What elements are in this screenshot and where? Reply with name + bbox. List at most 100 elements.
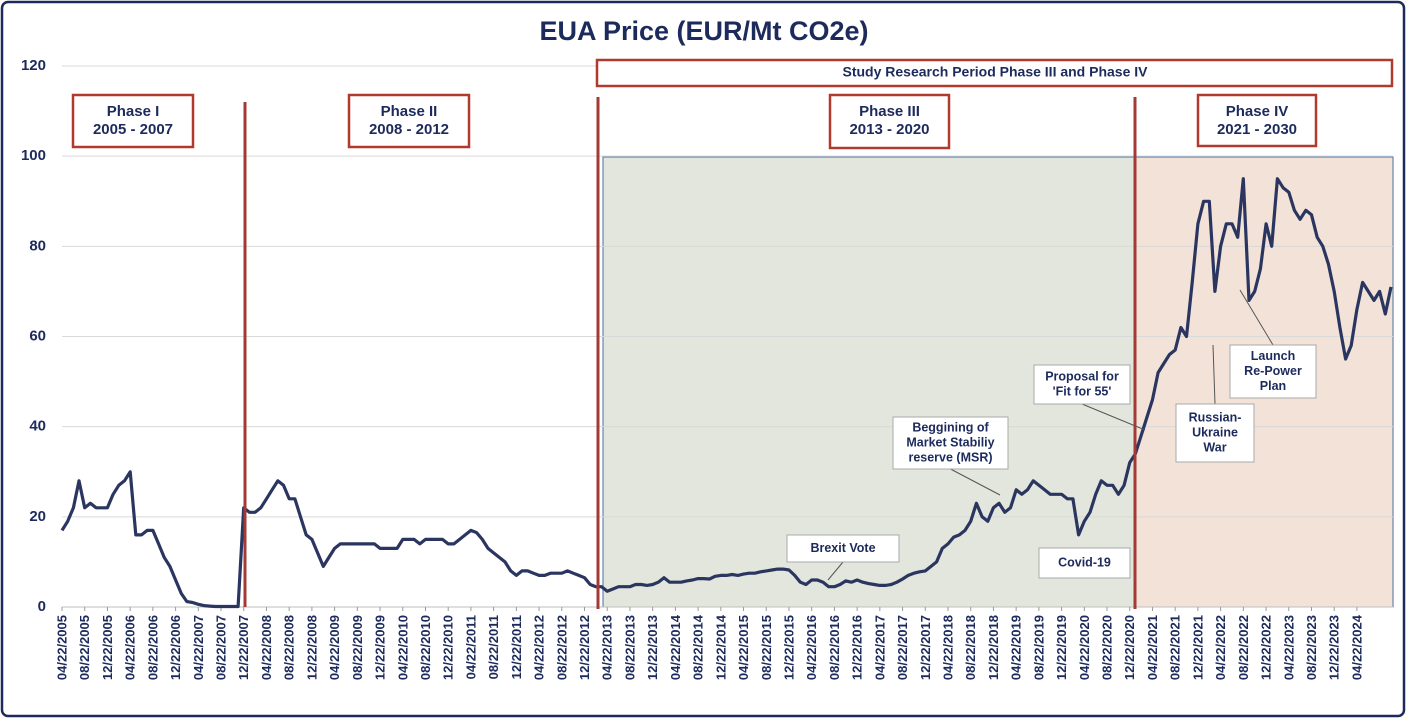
y-tick-label: 40: [29, 418, 46, 435]
x-tick-label: 04/22/2022: [1213, 615, 1228, 680]
annotation-text: Market Stabiliy: [906, 435, 994, 449]
annotation-text: reserve (MSR): [908, 450, 992, 464]
x-tick-label: 04/22/2017: [872, 615, 887, 680]
x-tick-label: 08/22/2020: [1100, 615, 1115, 680]
annotation-text: Ukraine: [1192, 425, 1238, 439]
x-tick-label: 08/22/2022: [1236, 615, 1251, 680]
annotation-pointer: [1212, 344, 1216, 405]
x-tick-label: 12/22/2005: [100, 615, 115, 680]
x-tick-label: 12/22/2016: [850, 615, 865, 680]
x-tick-label: 12/22/2011: [509, 615, 524, 679]
phase-name: Phase I: [107, 103, 160, 120]
x-tick-label: 12/22/2021: [1190, 615, 1205, 680]
period-box: [595, 58, 1394, 88]
x-tick-label: 08/22/2008: [282, 615, 297, 680]
annotation-text: War: [1203, 440, 1226, 454]
x-tick-label: 08/22/2012: [554, 615, 569, 680]
y-tick-label: 60: [29, 327, 46, 344]
x-tick-label: 08/22/2013: [622, 615, 637, 680]
x-tick-label: 12/22/2012: [577, 615, 592, 680]
x-tick-label: 12/22/2013: [645, 615, 660, 680]
phase-box: [828, 93, 951, 150]
annotation-pointer: [827, 561, 844, 581]
x-tick-label: 04/22/2011: [463, 615, 478, 679]
annotation-text: Brexit Vote: [810, 541, 875, 555]
x-tick-label: 04/22/2009: [327, 615, 342, 680]
x-tick-label: 04/22/2005: [55, 615, 70, 680]
y-tick-label: 120: [21, 57, 46, 74]
y-tick-label: 100: [21, 147, 46, 164]
annotation-pointer: [1081, 403, 1146, 431]
x-tick-label: 04/22/2023: [1281, 615, 1296, 680]
phase-box: [1196, 93, 1318, 148]
x-tick-label: 12/22/2009: [373, 615, 388, 680]
annotation-box: [1175, 403, 1255, 463]
x-tick-label: 12/22/2014: [713, 614, 728, 680]
annotation-box: [1038, 547, 1131, 579]
annotation-pointer: [950, 468, 1001, 496]
x-tick-label: 04/22/2006: [123, 615, 138, 680]
x-tick-label: 08/22/2016: [827, 615, 842, 680]
period-label: Study Research Period Phase III and Phas…: [842, 64, 1148, 80]
x-tick-label: 12/22/2023: [1327, 615, 1342, 680]
x-tick-label: 04/22/2018: [941, 615, 956, 680]
phase-years: 2021 - 2030: [1217, 121, 1297, 138]
annotation-text: Beggining of: [912, 420, 989, 434]
annotation-pointer: [1239, 289, 1274, 346]
x-tick-label: 04/22/2007: [191, 615, 206, 680]
x-tick-label: 04/22/2014: [668, 614, 683, 680]
x-tick-label: 12/22/2017: [918, 615, 933, 680]
y-tick-label: 20: [29, 508, 46, 525]
x-tick-label: 04/22/2012: [532, 615, 547, 680]
annotation-text: Proposal for: [1045, 369, 1119, 383]
phase-name: Phase II: [381, 103, 438, 120]
price-line: [60, 177, 1393, 609]
x-tick-label: 08/22/2019: [1031, 615, 1046, 680]
x-tick-label: 04/22/2019: [1009, 615, 1024, 680]
annotation-text: Re-Power: [1244, 364, 1302, 378]
x-tick-label: 08/22/2011: [486, 615, 501, 679]
chart-title: EUA Price (EUR/Mt CO2e): [539, 16, 868, 46]
phase-years: 2013 - 2020: [849, 121, 929, 138]
annotation-text: 'Fit for 55': [1053, 384, 1112, 398]
annotation-box: [786, 534, 900, 563]
annotation-text: Russian-: [1189, 410, 1242, 424]
x-tick-label: 08/22/2006: [145, 615, 160, 680]
y-tick-label: 80: [29, 237, 46, 254]
phase-name: Phase III: [859, 103, 920, 120]
annotation-box: [1229, 344, 1317, 399]
x-tick-label: 04/22/2016: [804, 615, 819, 680]
x-tick-label: 04/22/2020: [1077, 615, 1092, 680]
x-tick-label: 08/22/2010: [418, 615, 433, 680]
phase-box: [347, 93, 471, 149]
x-tick-label: 04/22/2021: [1145, 615, 1160, 680]
x-tick-label: 08/22/2015: [759, 615, 774, 680]
annotation-text: Covid-19: [1058, 555, 1111, 569]
x-tick-label: 08/22/2023: [1304, 615, 1319, 680]
x-tick-label: 08/22/2009: [350, 615, 365, 680]
x-tick-label: 04/22/2024: [1349, 614, 1364, 680]
phase-box: [71, 93, 195, 149]
x-tick-label: 12/22/2022: [1259, 615, 1274, 680]
annotation-text: Plan: [1260, 379, 1286, 393]
x-tick-label: 12/22/2006: [168, 615, 183, 680]
x-tick-label: 12/22/2020: [1122, 615, 1137, 680]
x-tick-label: 08/22/2017: [895, 615, 910, 680]
phase-name: Phase IV: [1226, 103, 1289, 120]
x-tick-label: 12/22/2018: [986, 615, 1001, 680]
plot: [60, 177, 1393, 609]
x-tick-label: 04/22/2015: [736, 615, 751, 680]
x-tick-label: 12/22/2010: [441, 615, 456, 680]
x-tick-label: 12/22/2007: [236, 615, 251, 680]
x-tick-label: 12/22/2019: [1054, 615, 1069, 680]
x-tick-label: 08/22/2018: [963, 615, 978, 680]
x-tick-label: 12/22/2015: [781, 615, 796, 680]
x-tick-label: 12/22/2008: [304, 615, 319, 680]
annotation-box: [1033, 364, 1131, 405]
x-tick-label: 04/22/2010: [395, 615, 410, 680]
x-tick-label: 08/22/2005: [77, 615, 92, 680]
y-tick-label: 0: [38, 598, 46, 615]
